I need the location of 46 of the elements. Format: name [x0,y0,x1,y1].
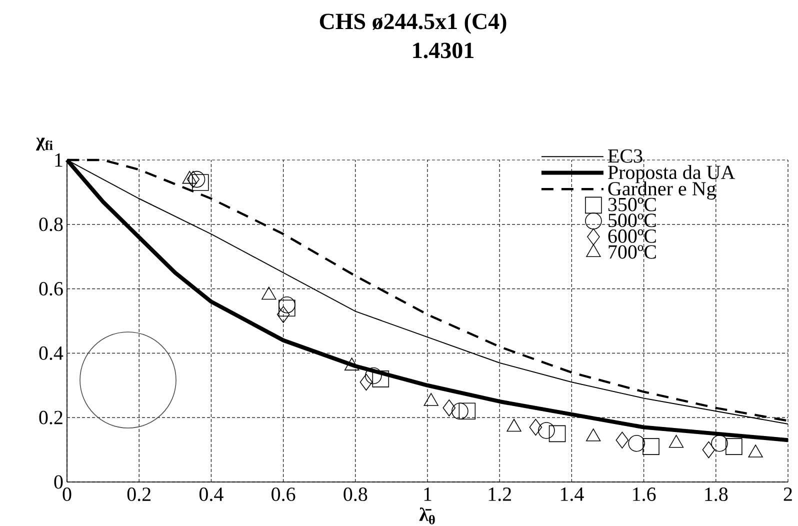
y-tick-label: 1 [55,153,62,167]
point [372,370,390,388]
legend-label: EC3 [608,149,642,163]
legend-label: 700ºC [608,245,656,259]
legend-label: Proposta da UA [608,165,736,184]
y-tick-label: 0.4 [39,346,64,360]
x-tick-label: 1.6 [633,488,656,502]
x-tick-label: 2 [784,488,792,501]
x-axis-title: λ̄$_{θ}$ [419,508,435,524]
y-tick-label: 0 [54,475,63,489]
legend-label: 350ºC [608,198,656,212]
y-tick-label: 0.6 [39,282,63,296]
point [711,434,728,452]
point [548,425,566,442]
y-tick-label: 0.2 [39,410,62,424]
point [278,300,296,317]
point [702,441,716,458]
point [442,400,456,416]
x-tick-label: 0.2 [127,488,150,502]
x-tick-label: 0.6 [272,488,296,502]
x-tick-label: 1 [424,488,432,501]
y-axis-title: χ$_{fi}$ [36,138,53,150]
point [642,438,660,455]
x-tick-label: 1.2 [488,488,511,502]
x-tick-label: 0.4 [199,488,224,502]
point [628,434,645,452]
point [278,296,296,314]
point [458,402,476,420]
x-tick-label: 1.8 [705,488,728,502]
point [616,432,629,449]
chart-title: CHS ø244.5x1 (C4) [320,13,506,34]
point [452,402,468,420]
x-tick-label: 1.4 [560,488,584,502]
chart-subtitle: 1.4301 [413,42,474,58]
point [188,170,206,188]
point [726,438,742,455]
point [538,422,555,439]
point [529,418,542,436]
point [276,306,290,323]
point [360,374,373,391]
x-tick-label: 0.8 [344,488,368,502]
y-tick-label: 0.8 [39,218,63,232]
point [192,174,209,191]
legend-label: 600ºC [608,229,656,243]
legend-label: 500ºC [608,214,656,228]
point [186,170,200,188]
